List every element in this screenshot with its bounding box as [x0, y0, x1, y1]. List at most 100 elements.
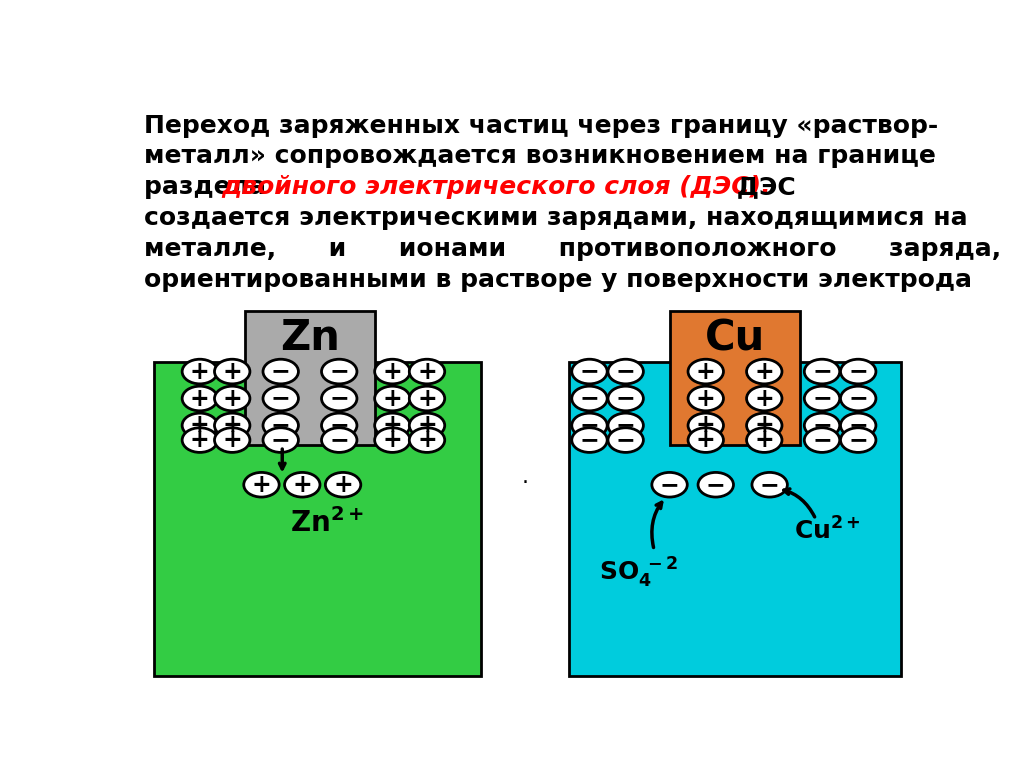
Text: +: +: [383, 360, 402, 384]
Text: −: −: [270, 428, 291, 452]
Ellipse shape: [571, 428, 607, 453]
Text: металле,      и      ионами      противоположного      заряда,: металле, и ионами противоположного заряд…: [144, 237, 1001, 261]
Ellipse shape: [326, 472, 360, 497]
Text: −: −: [330, 360, 349, 384]
Text: +: +: [755, 360, 774, 384]
Ellipse shape: [410, 359, 444, 384]
Text: −: −: [330, 428, 349, 452]
Text: +: +: [190, 387, 210, 410]
Text: +: +: [696, 413, 716, 437]
Ellipse shape: [214, 413, 250, 438]
Text: Переход заряженных частиц через границу «раствор-: Переход заряженных частиц через границу …: [144, 114, 939, 137]
Text: −: −: [706, 472, 726, 497]
Ellipse shape: [375, 413, 410, 438]
Text: $\mathbf{SO_4^{\ -2}}$: $\mathbf{SO_4^{\ -2}}$: [599, 556, 679, 591]
Text: −: −: [580, 428, 599, 452]
Text: −: −: [270, 360, 291, 384]
Text: ДЭС: ДЭС: [728, 175, 796, 199]
Ellipse shape: [263, 386, 298, 411]
Ellipse shape: [375, 359, 410, 384]
Ellipse shape: [652, 472, 687, 497]
Text: +: +: [696, 360, 716, 384]
Bar: [154, 361, 481, 676]
Ellipse shape: [841, 413, 876, 438]
Text: −: −: [580, 360, 599, 384]
Ellipse shape: [410, 428, 444, 453]
Text: раздела: раздела: [144, 175, 275, 199]
Text: −: −: [615, 387, 636, 410]
Ellipse shape: [608, 428, 643, 453]
Text: +: +: [190, 413, 210, 437]
Ellipse shape: [688, 413, 724, 438]
Ellipse shape: [322, 359, 357, 384]
Text: −: −: [812, 387, 831, 410]
Bar: [569, 361, 900, 676]
Text: −: −: [848, 413, 868, 437]
Ellipse shape: [746, 359, 782, 384]
Text: металл» сопровождается возникновением на границе: металл» сопровождается возникновением на…: [144, 144, 936, 169]
Ellipse shape: [571, 413, 607, 438]
Ellipse shape: [571, 386, 607, 411]
Text: ориентированными в растворе у поверхности электрода: ориентированными в растворе у поверхност…: [144, 268, 973, 291]
Ellipse shape: [608, 386, 643, 411]
Ellipse shape: [285, 472, 319, 497]
Ellipse shape: [322, 413, 357, 438]
Text: +: +: [293, 472, 312, 497]
Text: +: +: [222, 413, 242, 437]
Ellipse shape: [322, 428, 357, 453]
Text: −: −: [615, 428, 636, 452]
Ellipse shape: [608, 359, 643, 384]
Text: −: −: [330, 413, 349, 437]
Text: +: +: [190, 428, 210, 452]
Ellipse shape: [746, 428, 782, 453]
Text: +: +: [755, 428, 774, 452]
Text: Zn: Zn: [280, 318, 340, 360]
Ellipse shape: [182, 386, 217, 411]
Text: +: +: [696, 428, 716, 452]
Text: +: +: [222, 387, 242, 410]
Text: +: +: [383, 413, 402, 437]
Text: +: +: [417, 360, 437, 384]
Text: +: +: [222, 360, 242, 384]
Ellipse shape: [375, 386, 410, 411]
Text: Cu: Cu: [705, 318, 765, 360]
Ellipse shape: [182, 359, 217, 384]
Text: создается электрическими зарядами, находящимися на: создается электрическими зарядами, наход…: [144, 206, 968, 230]
Text: +: +: [417, 387, 437, 410]
Text: +: +: [383, 428, 402, 452]
Ellipse shape: [804, 428, 840, 453]
Ellipse shape: [182, 413, 217, 438]
Text: −: −: [812, 413, 831, 437]
Ellipse shape: [752, 472, 787, 497]
Text: +: +: [190, 360, 210, 384]
Bar: [670, 311, 801, 445]
Ellipse shape: [688, 428, 724, 453]
Ellipse shape: [698, 472, 733, 497]
Ellipse shape: [182, 428, 217, 453]
Ellipse shape: [214, 386, 250, 411]
Ellipse shape: [746, 386, 782, 411]
Ellipse shape: [375, 428, 410, 453]
Text: +: +: [417, 413, 437, 437]
Ellipse shape: [841, 428, 876, 453]
Ellipse shape: [608, 413, 643, 438]
Text: −: −: [812, 360, 831, 384]
Ellipse shape: [322, 386, 357, 411]
Text: +: +: [333, 472, 353, 497]
Ellipse shape: [804, 359, 840, 384]
Ellipse shape: [263, 413, 298, 438]
Ellipse shape: [214, 359, 250, 384]
Ellipse shape: [746, 413, 782, 438]
Ellipse shape: [841, 386, 876, 411]
Text: −: −: [848, 387, 868, 410]
Text: +: +: [755, 387, 774, 410]
Text: −: −: [270, 413, 291, 437]
Text: .: .: [521, 467, 528, 487]
Text: +: +: [417, 428, 437, 452]
Ellipse shape: [263, 359, 298, 384]
Ellipse shape: [804, 386, 840, 411]
Text: −: −: [760, 472, 779, 497]
Ellipse shape: [688, 386, 724, 411]
Text: −: −: [580, 387, 599, 410]
Text: −: −: [659, 472, 680, 497]
